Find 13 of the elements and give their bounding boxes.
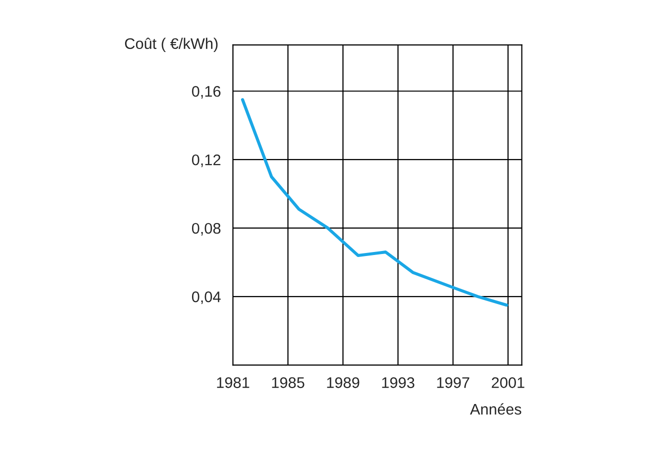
x-tick-label: 1993 (382, 377, 414, 388)
x-tick-label: 1997 (437, 377, 470, 388)
x-tick-label: 2001 (492, 377, 524, 388)
x-tick-label: 1989 (327, 377, 360, 388)
line-series (241, 98, 508, 307)
x-tick-label: 1985 (272, 377, 304, 388)
y-tick-label: 0,08 (192, 222, 220, 236)
y-tick-label: 0,04 (192, 291, 221, 304)
y-axis-title: Coût ( €/kWh) (125, 38, 218, 52)
x-axis-title: Années (470, 403, 522, 415)
y-tick-label: 0,12 (192, 154, 220, 168)
y-tick-label: 0,16 (192, 86, 220, 99)
x-tick-label: 1981 (217, 377, 250, 388)
